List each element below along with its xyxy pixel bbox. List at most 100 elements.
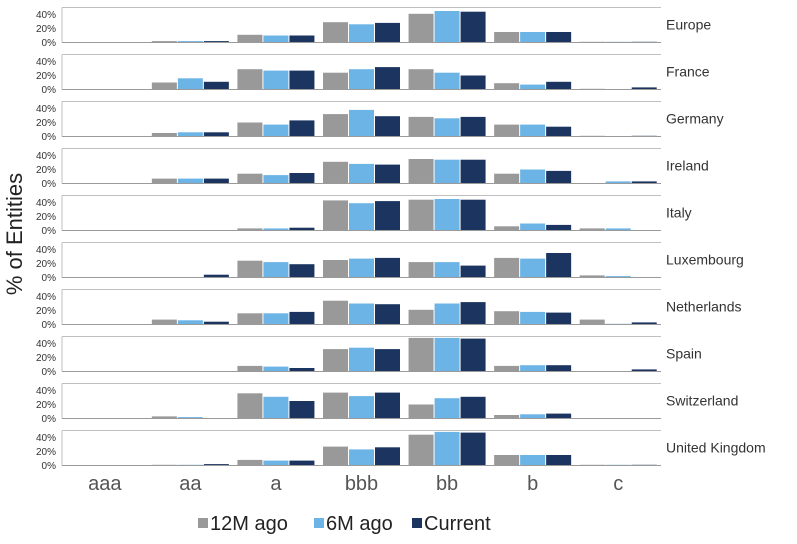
y-tick-label: 0% — [42, 179, 57, 190]
bar-france-aa-s0 — [151, 82, 177, 90]
bar-switzerland-a-s0 — [237, 393, 263, 419]
bar-ireland-b-s2 — [546, 170, 572, 184]
bar-netherlands-b-s2 — [546, 312, 572, 325]
legend-label-0: 12M ago — [210, 513, 288, 535]
bar-netherlands-aa-s2 — [203, 321, 229, 325]
bar-united-kingdom-b-s1 — [520, 455, 546, 466]
bar-switzerland-b-s2 — [546, 413, 572, 419]
y-tick-label: 20% — [36, 447, 56, 458]
bar-united-kingdom-aa-s2 — [203, 464, 229, 466]
bar-france-c-s2 — [631, 87, 657, 90]
legend-swatch-2 — [412, 518, 422, 528]
bar-italy-b-s0 — [494, 226, 520, 231]
panel-ireland: 40% 20% 0% Ireland — [36, 148, 709, 190]
bar-germany-aa-s0 — [151, 133, 177, 137]
bar-germany-aa-s2 — [203, 132, 229, 137]
bar-germany-b-s0 — [494, 124, 520, 137]
bar-ireland-c-s2 — [631, 181, 657, 184]
bar-netherlands-c-s2 — [631, 322, 657, 325]
y-tick-label: 0% — [42, 85, 57, 96]
bar-netherlands-aa-s1 — [177, 320, 203, 325]
country-label: Spain — [666, 346, 702, 362]
bar-france-a-s2 — [289, 70, 315, 90]
bar-netherlands-c-s0 — [579, 319, 605, 325]
y-tick-label: 40% — [36, 198, 56, 209]
bar-ireland-aa-s0 — [151, 178, 177, 184]
y-tick-label: 40% — [36, 386, 56, 397]
bar-italy-bb-s1 — [434, 199, 460, 231]
bar-europe-bb-s2 — [460, 11, 486, 43]
bar-ireland-bbb-s1 — [349, 163, 374, 184]
bar-france-bb-s0 — [408, 69, 434, 90]
bar-spain-b-s1 — [520, 365, 546, 372]
bar-luxembourg-b-s2 — [546, 253, 572, 278]
y-tick-label: 40% — [36, 57, 56, 68]
y-tick-label: 40% — [36, 151, 56, 162]
bar-europe-bbb-s0 — [323, 22, 348, 43]
bar-europe-bbb-s1 — [349, 24, 374, 43]
bar-ireland-c-s1 — [605, 181, 631, 184]
bar-ireland-bbb-s0 — [323, 161, 348, 184]
bar-europe-aa-s0 — [151, 41, 177, 43]
country-label: Ireland — [666, 158, 709, 174]
bar-germany-bbb-s1 — [349, 109, 374, 137]
bar-italy-c-s0 — [579, 228, 605, 231]
bar-europe-b-s0 — [494, 32, 520, 43]
bar-united-kingdom-bbb-s1 — [349, 449, 374, 466]
bar-spain-bbb-s2 — [375, 349, 400, 372]
panels: 40% 20% 0% Europe 40% 20% 0% France 40% 20% 0% Germ… — [36, 7, 766, 472]
bar-netherlands-bbb-s2 — [375, 304, 400, 325]
x-tick-label-aa: aa — [179, 473, 202, 495]
legend-swatch-1 — [314, 518, 324, 528]
country-label: Netherlands — [666, 299, 742, 315]
bar-switzerland-aa-s1 — [177, 417, 203, 419]
country-label: Italy — [666, 205, 692, 221]
y-tick-label: 20% — [36, 306, 56, 317]
bar-switzerland-bb-s0 — [408, 404, 434, 419]
bar-france-bbb-s1 — [349, 69, 374, 90]
bar-europe-bbb-s2 — [375, 22, 400, 43]
y-tick-label: 0% — [42, 320, 57, 331]
bar-luxembourg-b-s1 — [520, 258, 546, 278]
bar-ireland-a-s1 — [263, 175, 289, 184]
country-label: France — [666, 64, 710, 80]
bar-france-bbb-s2 — [375, 67, 400, 90]
bar-germany-bb-s0 — [408, 116, 434, 137]
bar-france-aa-s2 — [203, 81, 229, 90]
y-tick-label: 20% — [36, 400, 56, 411]
bar-united-kingdom-a-s1 — [263, 460, 289, 466]
bar-spain-b-s2 — [546, 365, 572, 372]
panel-france: 40% 20% 0% France — [36, 54, 710, 96]
bar-luxembourg-aa-s2 — [203, 274, 229, 278]
y-tick-label: 40% — [36, 339, 56, 350]
x-tick-label-c: c — [613, 473, 623, 495]
bar-luxembourg-bb-s1 — [434, 262, 460, 278]
bar-switzerland-a-s2 — [289, 401, 315, 419]
bar-luxembourg-c-s1 — [605, 276, 631, 278]
bar-france-b-s1 — [520, 84, 546, 90]
bar-europe-a-s2 — [289, 35, 315, 43]
country-label: Germany — [666, 111, 724, 127]
x-tick-label-bb: bb — [436, 473, 458, 495]
bar-united-kingdom-a-s2 — [289, 460, 315, 466]
bar-germany-a-s1 — [263, 124, 289, 137]
bar-italy-a-s2 — [289, 227, 315, 231]
bar-ireland-a-s2 — [289, 173, 315, 184]
bar-germany-bb-s2 — [460, 116, 486, 137]
y-tick-label: 0% — [42, 367, 57, 378]
y-tick-label: 0% — [42, 461, 57, 472]
bar-switzerland-b-s1 — [520, 414, 546, 419]
bar-france-a-s1 — [263, 70, 289, 90]
bar-france-a-s0 — [237, 69, 263, 90]
bar-germany-b-s2 — [546, 126, 572, 137]
bar-spain-a-s1 — [263, 366, 289, 372]
bar-germany-aa-s1 — [177, 132, 203, 137]
bar-netherlands-bbb-s0 — [323, 300, 348, 325]
bar-switzerland-bbb-s1 — [349, 396, 374, 419]
y-tick-label: 40% — [36, 245, 56, 256]
bar-ireland-bb-s0 — [408, 159, 434, 184]
y-tick-label: 40% — [36, 433, 56, 444]
bar-netherlands-a-s2 — [289, 311, 315, 325]
bar-spain-bb-s0 — [408, 337, 434, 372]
